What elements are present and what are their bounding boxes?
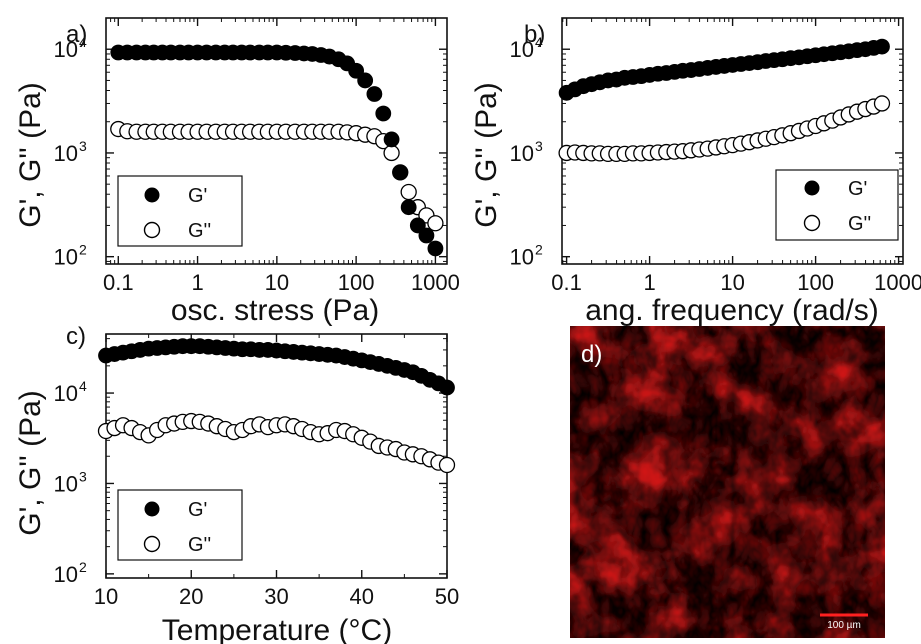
- y-tick-label: 10: [510, 141, 534, 166]
- g-prime-data-point: [375, 105, 392, 122]
- panel-b-y-axis-title: G', G'' (Pa): [470, 82, 503, 228]
- y-tick-exponent: 2: [535, 242, 543, 258]
- y-tick-exponent: 3: [535, 138, 543, 154]
- scale-bar-label: 100 µm: [827, 620, 861, 631]
- x-tick-label: 1: [191, 270, 203, 295]
- panel-b-legend-label-g-double-prime: G'': [848, 213, 871, 235]
- x-tick-label: 30: [264, 584, 288, 609]
- panel-a-x-axis-title: osc. stress (Pa): [171, 294, 379, 327]
- g-double-prime-data-point: [427, 215, 444, 232]
- micrograph-fibers: [570, 326, 885, 638]
- y-tick-label: 10: [510, 245, 534, 270]
- g-double-prime-data-point: [438, 456, 456, 474]
- x-tick-label: 20: [179, 584, 203, 609]
- x-tick-label: 100: [797, 270, 834, 295]
- panel-a-label: a): [66, 21, 87, 48]
- panel-c-y-axis-title: G', G'' (Pa): [14, 390, 47, 536]
- y-tick-label: 10: [54, 245, 78, 270]
- x-tick-label: 1000: [874, 270, 921, 295]
- panel-c-legend-marker-g-double-prime: [143, 535, 161, 553]
- panel-c-legend: G' G'': [117, 489, 243, 561]
- y-tick-label: 10: [54, 562, 78, 587]
- x-tick-label: 1000: [411, 270, 460, 295]
- g-prime-data-point: [366, 86, 383, 102]
- g-prime-data-point: [427, 240, 444, 257]
- x-tick-label: 50: [435, 584, 459, 609]
- g-prime-data-point: [348, 62, 365, 79]
- g-prime-data-point: [392, 164, 409, 181]
- y-tick-label: 10: [510, 37, 534, 62]
- panel-c-legend-marker-g-prime: [144, 501, 160, 517]
- y-tick-exponent: 3: [79, 138, 87, 154]
- panel-b-legend-box: [775, 169, 899, 241]
- x-tick-label: 10: [720, 270, 744, 295]
- y-tick-exponent: 4: [79, 378, 87, 394]
- panel-d-micrograph: d) 100 µm: [570, 326, 885, 638]
- panel-b-label: b): [524, 21, 545, 48]
- y-tick-exponent: 2: [79, 559, 87, 575]
- panel-a-legend-marker-g-double-prime: [143, 221, 161, 239]
- g-prime-data-point: [357, 72, 374, 89]
- y-tick-label: 10: [54, 141, 78, 166]
- y-tick-label: 10: [54, 37, 78, 62]
- y-tick-label: 10: [54, 471, 78, 496]
- panel-c-legend-label-g-double-prime: G'': [188, 534, 211, 556]
- panel-a-legend: G' G'': [117, 175, 243, 247]
- panel-a-y-axis-title: G', G'' (Pa): [14, 82, 47, 228]
- g-prime-data-point: [439, 379, 455, 396]
- y-tick-exponent: 4: [79, 34, 87, 50]
- g-double-prime-data-point: [383, 144, 400, 162]
- g-double-prime-data-point: [873, 95, 891, 112]
- g-prime-data-point: [409, 217, 426, 234]
- g-prime-data-point: [400, 199, 417, 216]
- x-tick-label: 10: [265, 270, 289, 295]
- y-tick-exponent: 2: [79, 242, 87, 258]
- x-tick-label: 100: [338, 270, 375, 295]
- panel-a-legend-box: [117, 175, 243, 247]
- panel-c-x-axis-title: Temperature (°C): [162, 614, 392, 644]
- panel-c-legend-label-g-prime: G': [188, 499, 207, 521]
- panel-b-legend-marker-g-double-prime: [803, 214, 821, 232]
- panel-a-legend-marker-g-prime: [144, 187, 160, 203]
- g-prime-data-point: [383, 131, 400, 148]
- panel-c-label: c): [66, 323, 86, 350]
- g-prime-data-point: [874, 38, 890, 55]
- panel-b-legend-marker-g-prime: [804, 180, 820, 196]
- y-tick-exponent: 3: [79, 468, 87, 484]
- x-tick-label: 10: [94, 584, 118, 609]
- panel-a-legend-label-g-prime: G': [188, 185, 207, 207]
- panel-c-legend-box: [117, 489, 243, 561]
- x-tick-label: 0.1: [103, 270, 134, 295]
- panel-b-x-axis-title: ang. frequency (rad/s): [585, 294, 878, 327]
- x-tick-label: 1: [643, 270, 655, 295]
- y-tick-label: 10: [54, 381, 78, 406]
- panel-d-label: d): [581, 341, 602, 368]
- panel-a-legend-label-g-double-prime: G'': [188, 220, 211, 242]
- panel-b-legend: G' G'': [775, 169, 899, 241]
- g-double-prime-data-point: [400, 183, 417, 201]
- y-tick-exponent: 4: [535, 34, 543, 50]
- x-tick-label: 0.1: [551, 270, 582, 295]
- x-tick-label: 40: [350, 584, 374, 609]
- g-prime-data-point: [418, 227, 435, 244]
- panel-b-legend-label-g-prime: G': [848, 178, 867, 200]
